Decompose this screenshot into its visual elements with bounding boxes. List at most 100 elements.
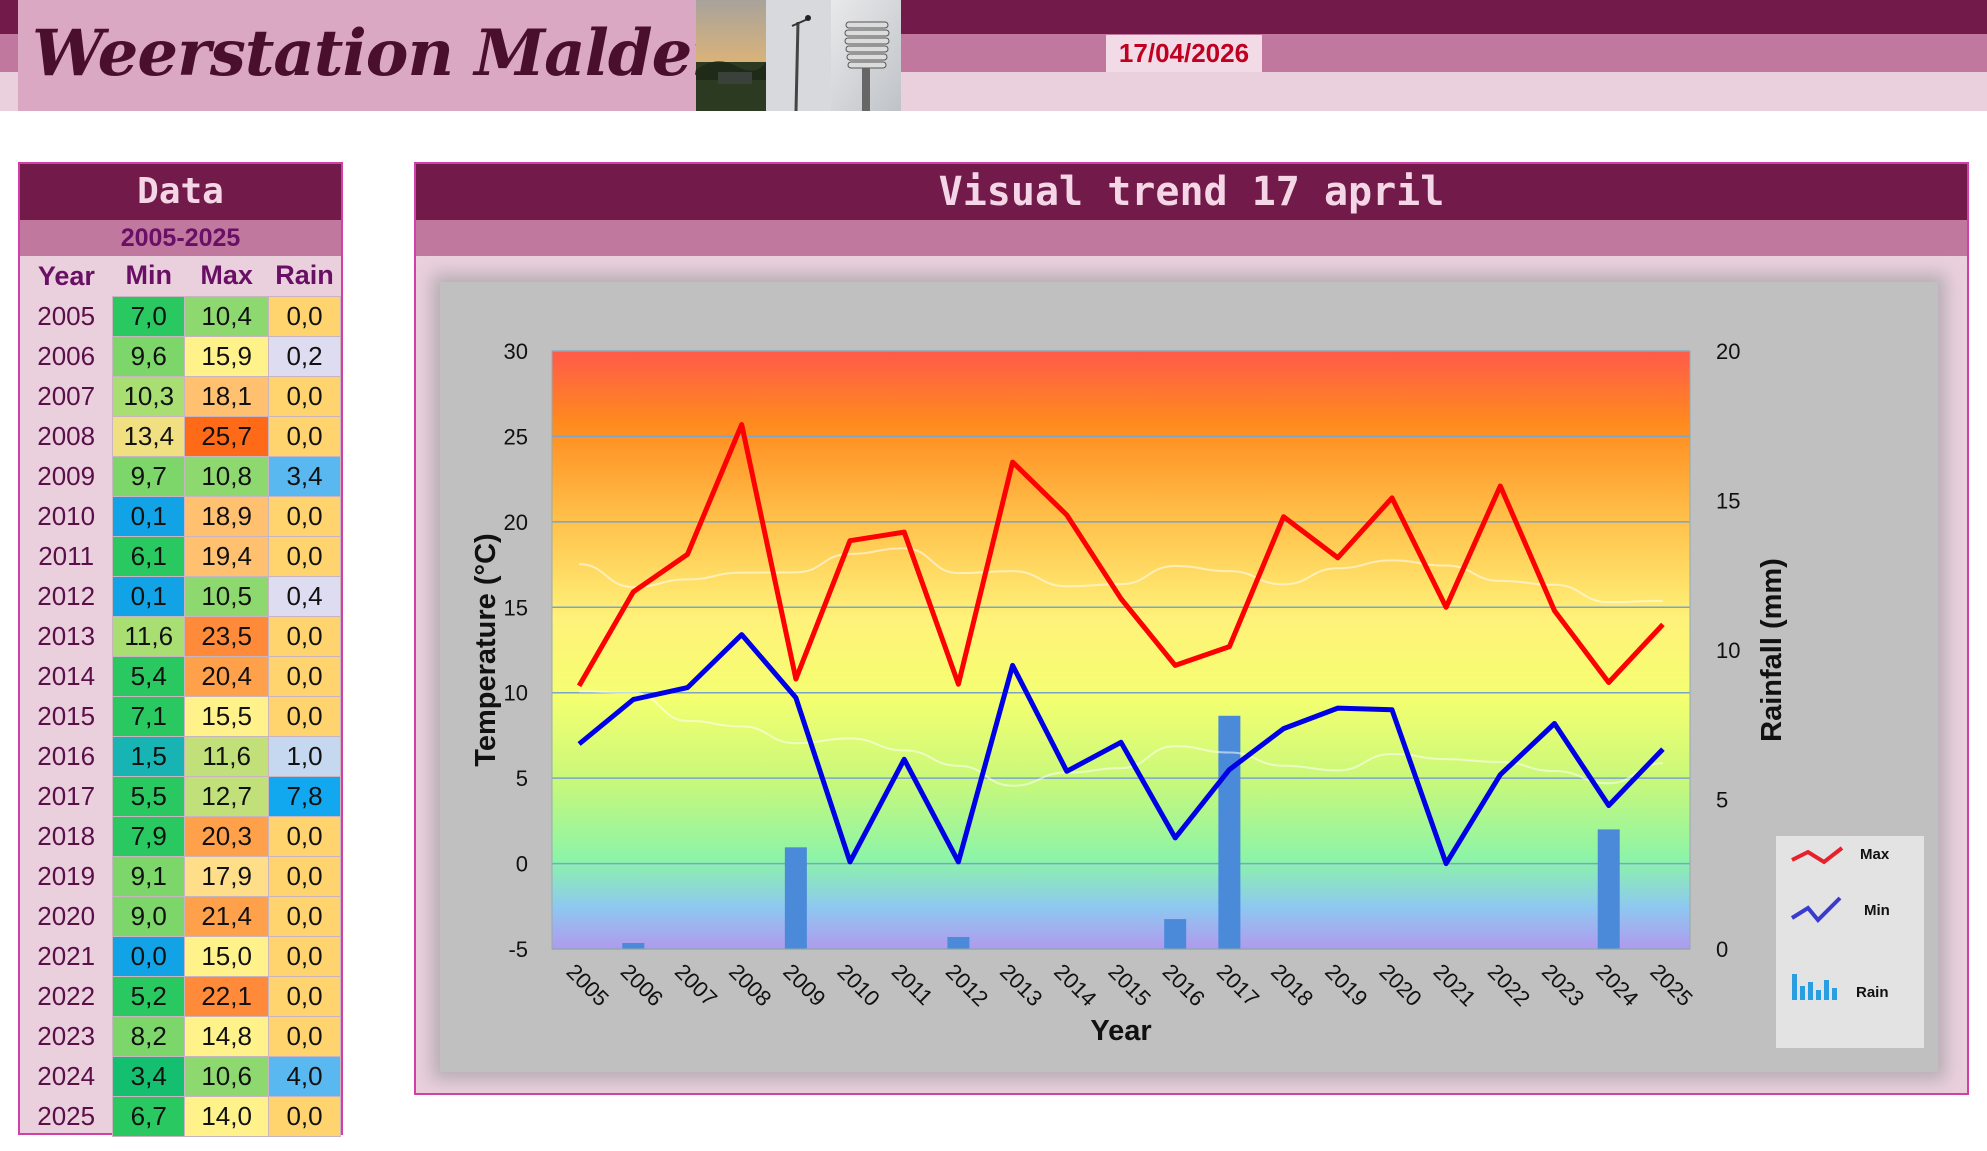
cell-year: 2015 [37, 700, 96, 731]
table-row: 2025 6,7 14,0 0,0 [20, 1095, 341, 1137]
cell-max: 25,7 [184, 415, 270, 457]
cell-rain: 0,0 [268, 615, 341, 657]
cell-min: 6,7 [112, 1095, 186, 1137]
cell-year: 2025 [37, 1100, 96, 1131]
cell-max: 15,0 [184, 935, 270, 977]
data-panel: Data 2005-2025 Year Min Max Rain 2005 7,0… [18, 162, 343, 1137]
table-row: 2023 8,2 14,8 0,0 [20, 1015, 341, 1057]
y-tick-label: 15 [504, 595, 528, 620]
cell-year: 2011 [38, 540, 95, 571]
x-tick-label: 2015 [1103, 959, 1155, 1011]
cell-rain: 0,0 [268, 1015, 341, 1057]
table-row: 2021 0,0 15,0 0,0 [20, 935, 341, 977]
table-row: 2015 7,1 15,5 0,0 [20, 695, 341, 737]
cell-max: 14,8 [184, 1015, 270, 1057]
cell-min: 13,4 [112, 415, 186, 457]
legend-rain-label: Rain [1856, 984, 1889, 1001]
y-tick-label: 5 [516, 766, 528, 791]
cell-year: 2016 [37, 740, 96, 771]
x-axis-title: Year [1090, 1015, 1151, 1047]
cell-min: 7,1 [112, 695, 186, 737]
table-row: 2018 7,9 20,3 0,0 [20, 815, 341, 857]
cell-year: 2008 [37, 420, 96, 451]
cell-max: 15,9 [184, 335, 270, 377]
cell-max: 10,6 [184, 1055, 270, 1097]
column-header-year: Year [37, 260, 95, 291]
table-row: 2016 1,5 11,6 1,0 [20, 735, 341, 777]
x-tick-label: 2011 [887, 959, 938, 1010]
table-row: 2017 5,5 12,7 7,8 [20, 775, 341, 817]
legend-max-label: Max [1860, 846, 1890, 863]
x-tick-label: 2024 [1591, 959, 1643, 1011]
cell-max: 18,9 [184, 495, 270, 537]
x-tick-label: 2025 [1645, 959, 1697, 1011]
legend-rain-icon [1792, 974, 1837, 1000]
cell-year: 2020 [37, 900, 96, 931]
cell-max: 14,0 [184, 1095, 270, 1137]
column-header-min: Min [125, 260, 173, 291]
cell-rain: 0,2 [268, 335, 341, 377]
x-tick-label: 2010 [833, 959, 885, 1011]
y-tick-label: 25 [504, 424, 528, 449]
cell-min: 9,7 [112, 455, 186, 497]
site-title[interactable]: Weerstation Malderen [32, 16, 810, 91]
x-tick-label: 2022 [1483, 959, 1535, 1011]
cell-rain: 0,0 [268, 975, 341, 1017]
column-header-rain: Rain [275, 260, 334, 291]
cell-max: 19,4 [184, 535, 270, 577]
cell-max: 18,1 [184, 375, 270, 417]
x-tick-label: 2013 [995, 959, 1047, 1011]
cell-year: 2019 [37, 860, 96, 891]
y2-tick-label: 15 [1716, 489, 1740, 514]
cell-year: 2018 [37, 820, 96, 851]
table-header-row: Year Min Max Rain [20, 256, 341, 296]
cell-rain: 0,0 [268, 495, 341, 537]
table-row: 2022 5,2 22,1 0,0 [20, 975, 341, 1017]
table-row: 2011 6,1 19,4 0,0 [20, 535, 341, 577]
cell-rain: 3,4 [268, 455, 341, 497]
cell-year: 2007 [37, 380, 96, 411]
cell-rain: 0,0 [268, 695, 341, 737]
cell-min: 1,5 [112, 735, 186, 777]
x-tick-label: 2019 [1320, 959, 1372, 1011]
cell-min: 8,2 [112, 1015, 186, 1057]
cell-rain: 0,0 [268, 1095, 341, 1137]
chart-panel: Visual trend 17 april [414, 162, 1969, 1095]
table-row: 2014 5,4 20,4 0,0 [20, 655, 341, 697]
cell-year: 2022 [37, 980, 96, 1011]
table-row: 2020 9,0 21,4 0,0 [20, 895, 341, 937]
table-row: 2005 7,0 10,4 0,0 [20, 295, 341, 337]
cell-min: 0,1 [112, 495, 186, 537]
cell-rain: 0,0 [268, 895, 341, 937]
cell-year: 2009 [37, 460, 96, 491]
cell-max: 10,4 [184, 295, 270, 337]
cell-rain: 0,0 [268, 655, 341, 697]
table-row: 2013 11,6 23,5 0,0 [20, 615, 341, 657]
y-tick-label: -5 [508, 937, 528, 962]
x-tick-label: 2016 [1158, 959, 1210, 1011]
rain-bar [947, 937, 970, 949]
cell-min: 9,0 [112, 895, 186, 937]
cell-max: 10,8 [184, 455, 270, 497]
table-row: 2007 10,3 18,1 0,0 [20, 375, 341, 417]
max-series-line [576, 422, 1665, 688]
cell-year: 2021 [37, 940, 96, 971]
legend-min-label: Min [1864, 902, 1890, 919]
legend-min-icon [1790, 896, 1842, 923]
cell-min: 3,4 [112, 1055, 186, 1097]
x-tick-label: 2006 [616, 959, 668, 1011]
x-tick-label: 2009 [778, 959, 830, 1011]
cell-min: 9,6 [112, 335, 186, 377]
cell-year: 2005 [37, 300, 96, 331]
cell-rain: 0,0 [268, 415, 341, 457]
cell-rain: 0,0 [268, 855, 341, 897]
cell-max: 15,5 [184, 695, 270, 737]
cell-rain: 0,0 [268, 815, 341, 857]
cell-max: 10,5 [184, 575, 270, 617]
chart-legend: Max Min Rain [1776, 836, 1924, 1048]
data-table: Year Min Max Rain 2005 7,0 10,4 0,0 2006 9,6 1… [20, 256, 341, 1137]
cell-year: 2012 [37, 580, 96, 611]
x-tick-label: 2014 [1049, 959, 1101, 1011]
x-tick-label: 2007 [670, 959, 722, 1011]
x-tick-label: 2005 [562, 959, 614, 1011]
